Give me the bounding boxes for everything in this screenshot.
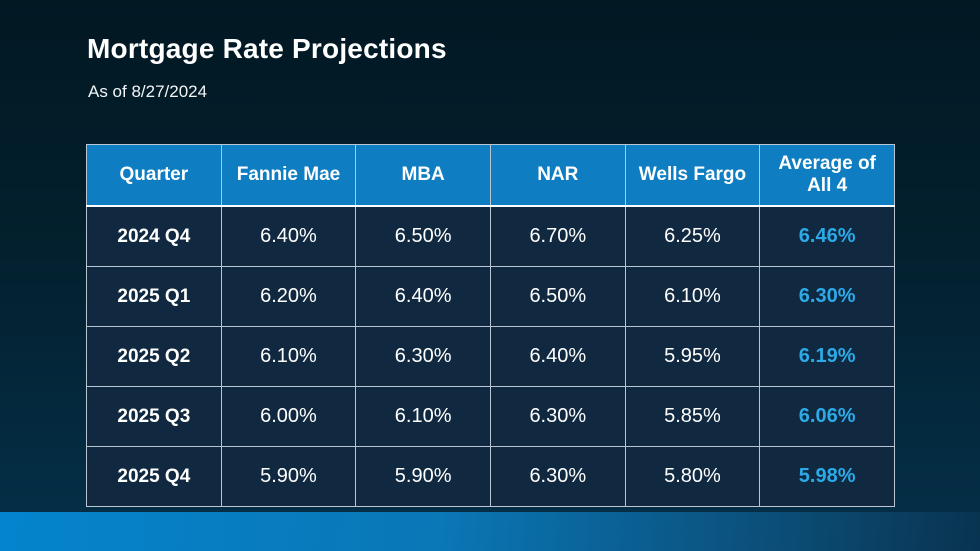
table-header-row: Quarter Fannie Mae MBA NAR Wells Fargo A… — [86, 144, 895, 207]
page-title: Mortgage Rate Projections — [87, 33, 447, 64]
cell-nar: 6.70% — [489, 205, 626, 267]
cell-mba: 6.30% — [355, 326, 491, 387]
cell-fannie-mae: 5.90% — [220, 446, 357, 507]
header-quarter: Quarter — [86, 144, 222, 207]
header-nar: NAR — [489, 144, 626, 207]
mortgage-rates-table: Quarter Fannie Mae MBA NAR Wells Fargo A… — [86, 144, 895, 507]
cell-average: 5.98% — [759, 446, 895, 507]
cell-average: 6.46% — [759, 205, 895, 267]
cell-mba: 6.40% — [355, 266, 491, 327]
cell-fannie-mae: 6.10% — [220, 326, 357, 387]
table-row: 2025 Q2 6.10% 6.30% 6.40% 5.95% 6.19% — [86, 326, 895, 387]
cell-fannie-mae: 6.40% — [220, 205, 357, 267]
table-row: 2024 Q4 6.40% 6.50% 6.70% 6.25% 6.46% — [86, 205, 895, 267]
cell-fannie-mae: 6.00% — [220, 386, 357, 447]
header-wells-fargo: Wells Fargo — [624, 144, 761, 207]
cell-quarter: 2025 Q4 — [86, 446, 222, 507]
cell-wells-fargo: 6.25% — [624, 205, 761, 267]
cell-average: 6.30% — [759, 266, 895, 327]
cell-wells-fargo: 6.10% — [624, 266, 761, 327]
cell-quarter: 2025 Q1 — [86, 266, 222, 327]
as-of-date: As of 8/27/2024 — [88, 82, 208, 101]
cell-mba: 6.50% — [355, 205, 491, 267]
cell-mba: 5.90% — [355, 446, 491, 507]
cell-nar: 6.40% — [489, 326, 626, 387]
table-row: 2025 Q4 5.90% 5.90% 6.30% 5.80% 5.98% — [86, 446, 895, 507]
header-mba: MBA — [355, 144, 491, 207]
cell-average: 6.06% — [759, 386, 895, 447]
cell-wells-fargo: 5.95% — [624, 326, 761, 387]
cell-nar: 6.30% — [489, 386, 626, 447]
table-row: 2025 Q3 6.00% 6.10% 6.30% 5.85% 6.06% — [86, 386, 895, 447]
cell-average: 6.19% — [759, 326, 895, 387]
header-fannie-mae: Fannie Mae — [220, 144, 357, 207]
cell-quarter: 2025 Q3 — [86, 386, 222, 447]
bottom-accent-band — [0, 512, 980, 551]
header-average-of-all-4: Average of All 4 — [759, 144, 895, 207]
cell-fannie-mae: 6.20% — [220, 266, 357, 327]
cell-quarter: 2024 Q4 — [86, 205, 222, 267]
cell-wells-fargo: 5.80% — [624, 446, 761, 507]
cell-mba: 6.10% — [355, 386, 491, 447]
cell-quarter: 2025 Q2 — [86, 326, 222, 387]
table-row: 2025 Q1 6.20% 6.40% 6.50% 6.10% 6.30% — [86, 266, 895, 327]
cell-nar: 6.50% — [489, 266, 626, 327]
cell-nar: 6.30% — [489, 446, 626, 507]
cell-wells-fargo: 5.85% — [624, 386, 761, 447]
